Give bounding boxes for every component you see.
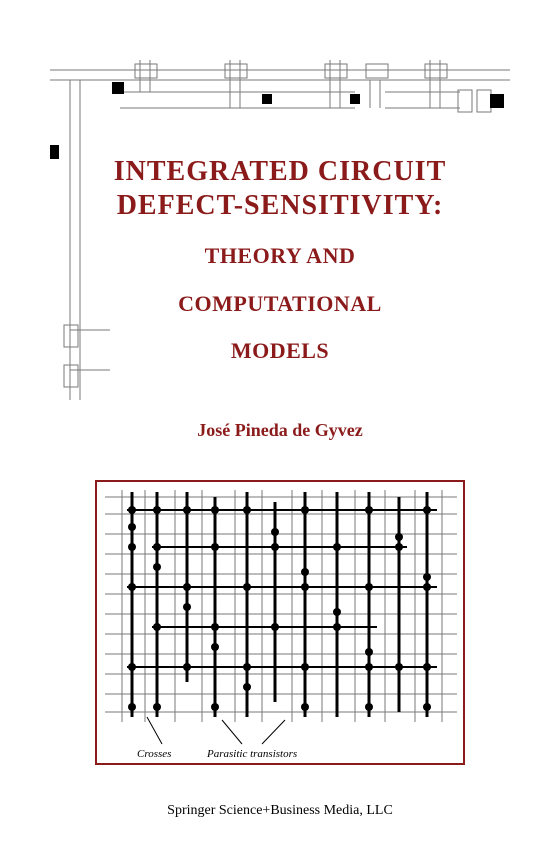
author-name: José Pineda de Gyvez: [0, 420, 560, 441]
layout-svg: Crosses Parasitic transistors: [97, 482, 465, 765]
subtitle-line2: COMPUTATIONAL: [0, 290, 560, 318]
ic-layout-figure: Crosses Parasitic transistors: [95, 480, 465, 765]
svg-text:Parasitic transistors: Parasitic transistors: [206, 748, 297, 760]
subtitle-line1: THEORY AND: [0, 242, 560, 270]
svg-text:Crosses: Crosses: [137, 748, 171, 760]
title-block: INTEGRATED CIRCUIT DEFECT-SENSITIVITY: T…: [0, 155, 560, 365]
publisher-line: Springer Science+Business Media, LLC: [0, 803, 560, 819]
book-cover: INTEGRATED CIRCUIT DEFECT-SENSITIVITY: T…: [0, 0, 560, 849]
title-line1: INTEGRATED CIRCUIT: [0, 155, 560, 189]
layout-frame: Crosses Parasitic transistors: [95, 480, 465, 765]
title-line2: DEFECT-SENSITIVITY:: [0, 189, 560, 223]
subtitle-line3: MODELS: [0, 337, 560, 365]
